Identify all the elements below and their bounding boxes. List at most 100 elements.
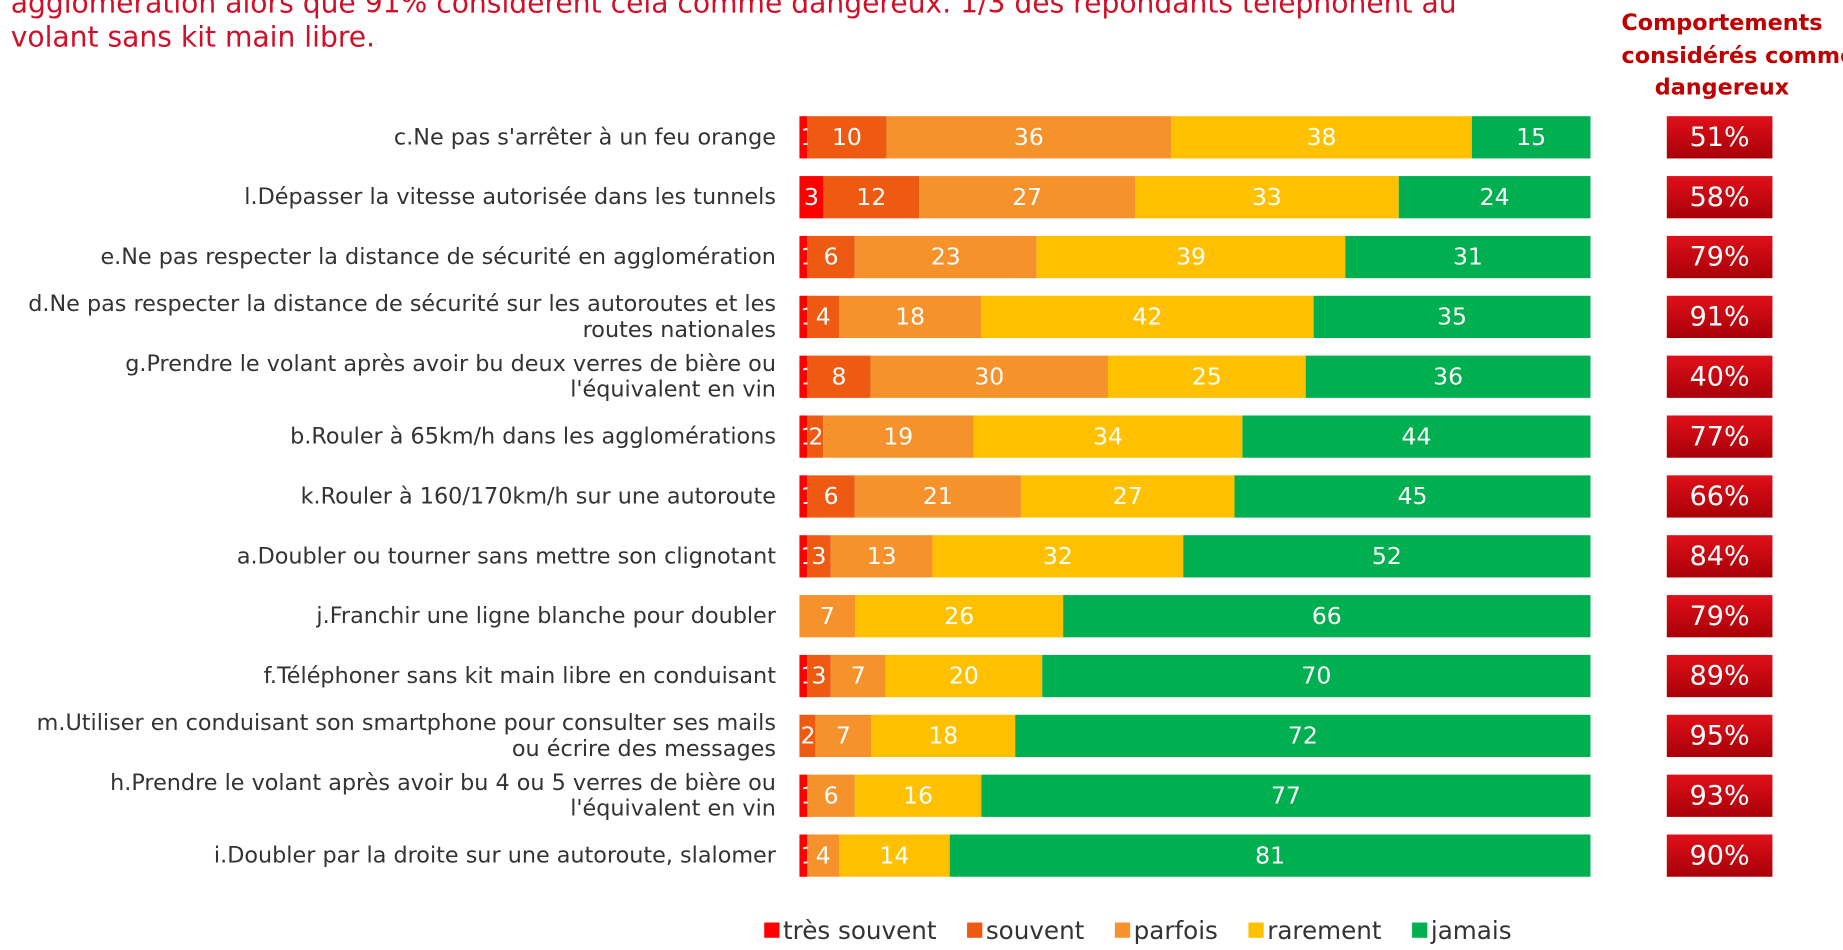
bar-segment [799,295,808,339]
dangerous-box [1666,116,1773,159]
bar-segment [885,654,1043,698]
dangerous-box [1666,235,1773,279]
segment-label: 18 [928,722,958,750]
segment-label: 42 [1133,303,1163,331]
category-label: k.Rouler à 160/170km/h sur une autoroute [301,483,776,509]
bar-segment [949,834,1591,877]
segment-label: 38 [1307,123,1337,151]
segment-label: 15 [1516,123,1546,151]
legend-swatch [967,922,983,938]
segment-label: 14 [879,841,909,869]
segment-label: 31 [1453,243,1483,271]
bar-segment [1398,176,1591,219]
dangerous-label: 77% [1690,421,1750,452]
bar-segment [1313,295,1591,339]
category-label: a.Doubler ou tourner sans mettre son cli… [237,543,776,569]
segment-label: 7 [820,602,835,630]
bar-segment [886,116,1172,159]
segment-label: 27 [1012,183,1042,211]
segment-label: 32 [1043,542,1073,570]
segment-label: 23 [931,243,961,271]
bar-segment [1305,355,1591,398]
dangerous-box [1666,355,1773,398]
bar-segment [807,415,824,458]
bar-segment [815,714,872,758]
legend-label: jamais [1430,916,1512,945]
subtitle-line: agglomération alors que 91% considèrent … [11,0,1457,20]
bar-segment [870,355,1108,398]
segment-label: 21 [923,482,953,510]
segment-label: 2 [801,722,816,750]
bar-segment [807,774,855,817]
bar-segment [807,116,887,159]
bar-segment [1036,235,1346,279]
bar-segment [854,774,982,817]
segment-label: 3 [812,662,827,690]
category-label: i.Doubler par la droite sur une autorout… [214,842,777,868]
bar-segment [973,415,1243,458]
segment-label: 33 [1252,183,1282,211]
segment-label: 13 [867,542,897,570]
bar-segment [1042,654,1591,698]
segment-label: 44 [1402,422,1432,450]
dangerous-label: 79% [1690,242,1750,273]
dangerous-label: 51% [1690,122,1750,153]
bar-segment [830,535,933,578]
bar-segment [799,475,808,518]
segment-label: 81 [1255,841,1285,869]
bar-segment [799,774,808,817]
legend-label: souvent [986,916,1085,945]
segment-label: 34 [1093,422,1123,450]
bar-segment [1471,116,1591,159]
bar-segment [854,235,1037,279]
bar-segment [807,235,855,279]
segment-label: 30 [974,362,1004,390]
segment-label: 35 [1437,303,1467,331]
dangerous-box [1666,774,1773,817]
segment-label: 45 [1398,482,1428,510]
dangerous-box [1666,834,1773,877]
category-label: h.Prendre le volant après avoir bu 4 ou … [110,769,776,821]
bar-segment [807,475,855,518]
bar-segment [807,355,871,398]
bar-segment [830,654,886,698]
segment-label: 3 [812,542,827,570]
bar-segment [799,415,808,458]
segment-label: 70 [1301,662,1331,690]
bar-segment [1234,475,1591,518]
dangerous-label: 79% [1690,601,1750,632]
bar-segment [807,295,839,339]
segment-label: 8 [832,362,847,390]
bar-segment [981,295,1314,339]
bar-segment [855,595,1064,638]
segment-label: 6 [824,243,839,271]
segment-label: 25 [1192,362,1222,390]
segment-label: 12 [856,183,886,211]
bar-segment [799,595,856,638]
segment-label: 4 [816,841,831,869]
category-label: e.Ne pas respecter la distance de sécuri… [100,244,776,270]
bar-segment [799,176,824,219]
segment-label: 36 [1014,123,1044,151]
segment-label: 6 [824,482,839,510]
dangerous-box [1666,295,1773,339]
legend-swatch [1114,922,1131,938]
segment-label: 52 [1372,542,1402,570]
dangerous-label: 58% [1690,182,1750,213]
segment-label: 2 [809,422,824,450]
bar-segment [799,116,808,159]
bar-segment [807,654,831,698]
dangerous-label: 91% [1690,302,1750,333]
segment-label: 18 [895,303,925,331]
dangerous-label: 90% [1690,840,1750,871]
category-label: d.Ne pas respecter la distance de sécuri… [28,290,776,342]
side-title: considérés comme [1622,43,1843,69]
bar-segment [807,834,839,877]
segment-label: 7 [851,662,866,690]
bar-segment [1171,116,1472,159]
segment-label: 20 [949,662,979,690]
segment-label: 77 [1271,781,1301,809]
bar-segment [1135,176,1399,219]
bar-segment [981,774,1591,817]
segment-label: 7 [836,722,851,750]
